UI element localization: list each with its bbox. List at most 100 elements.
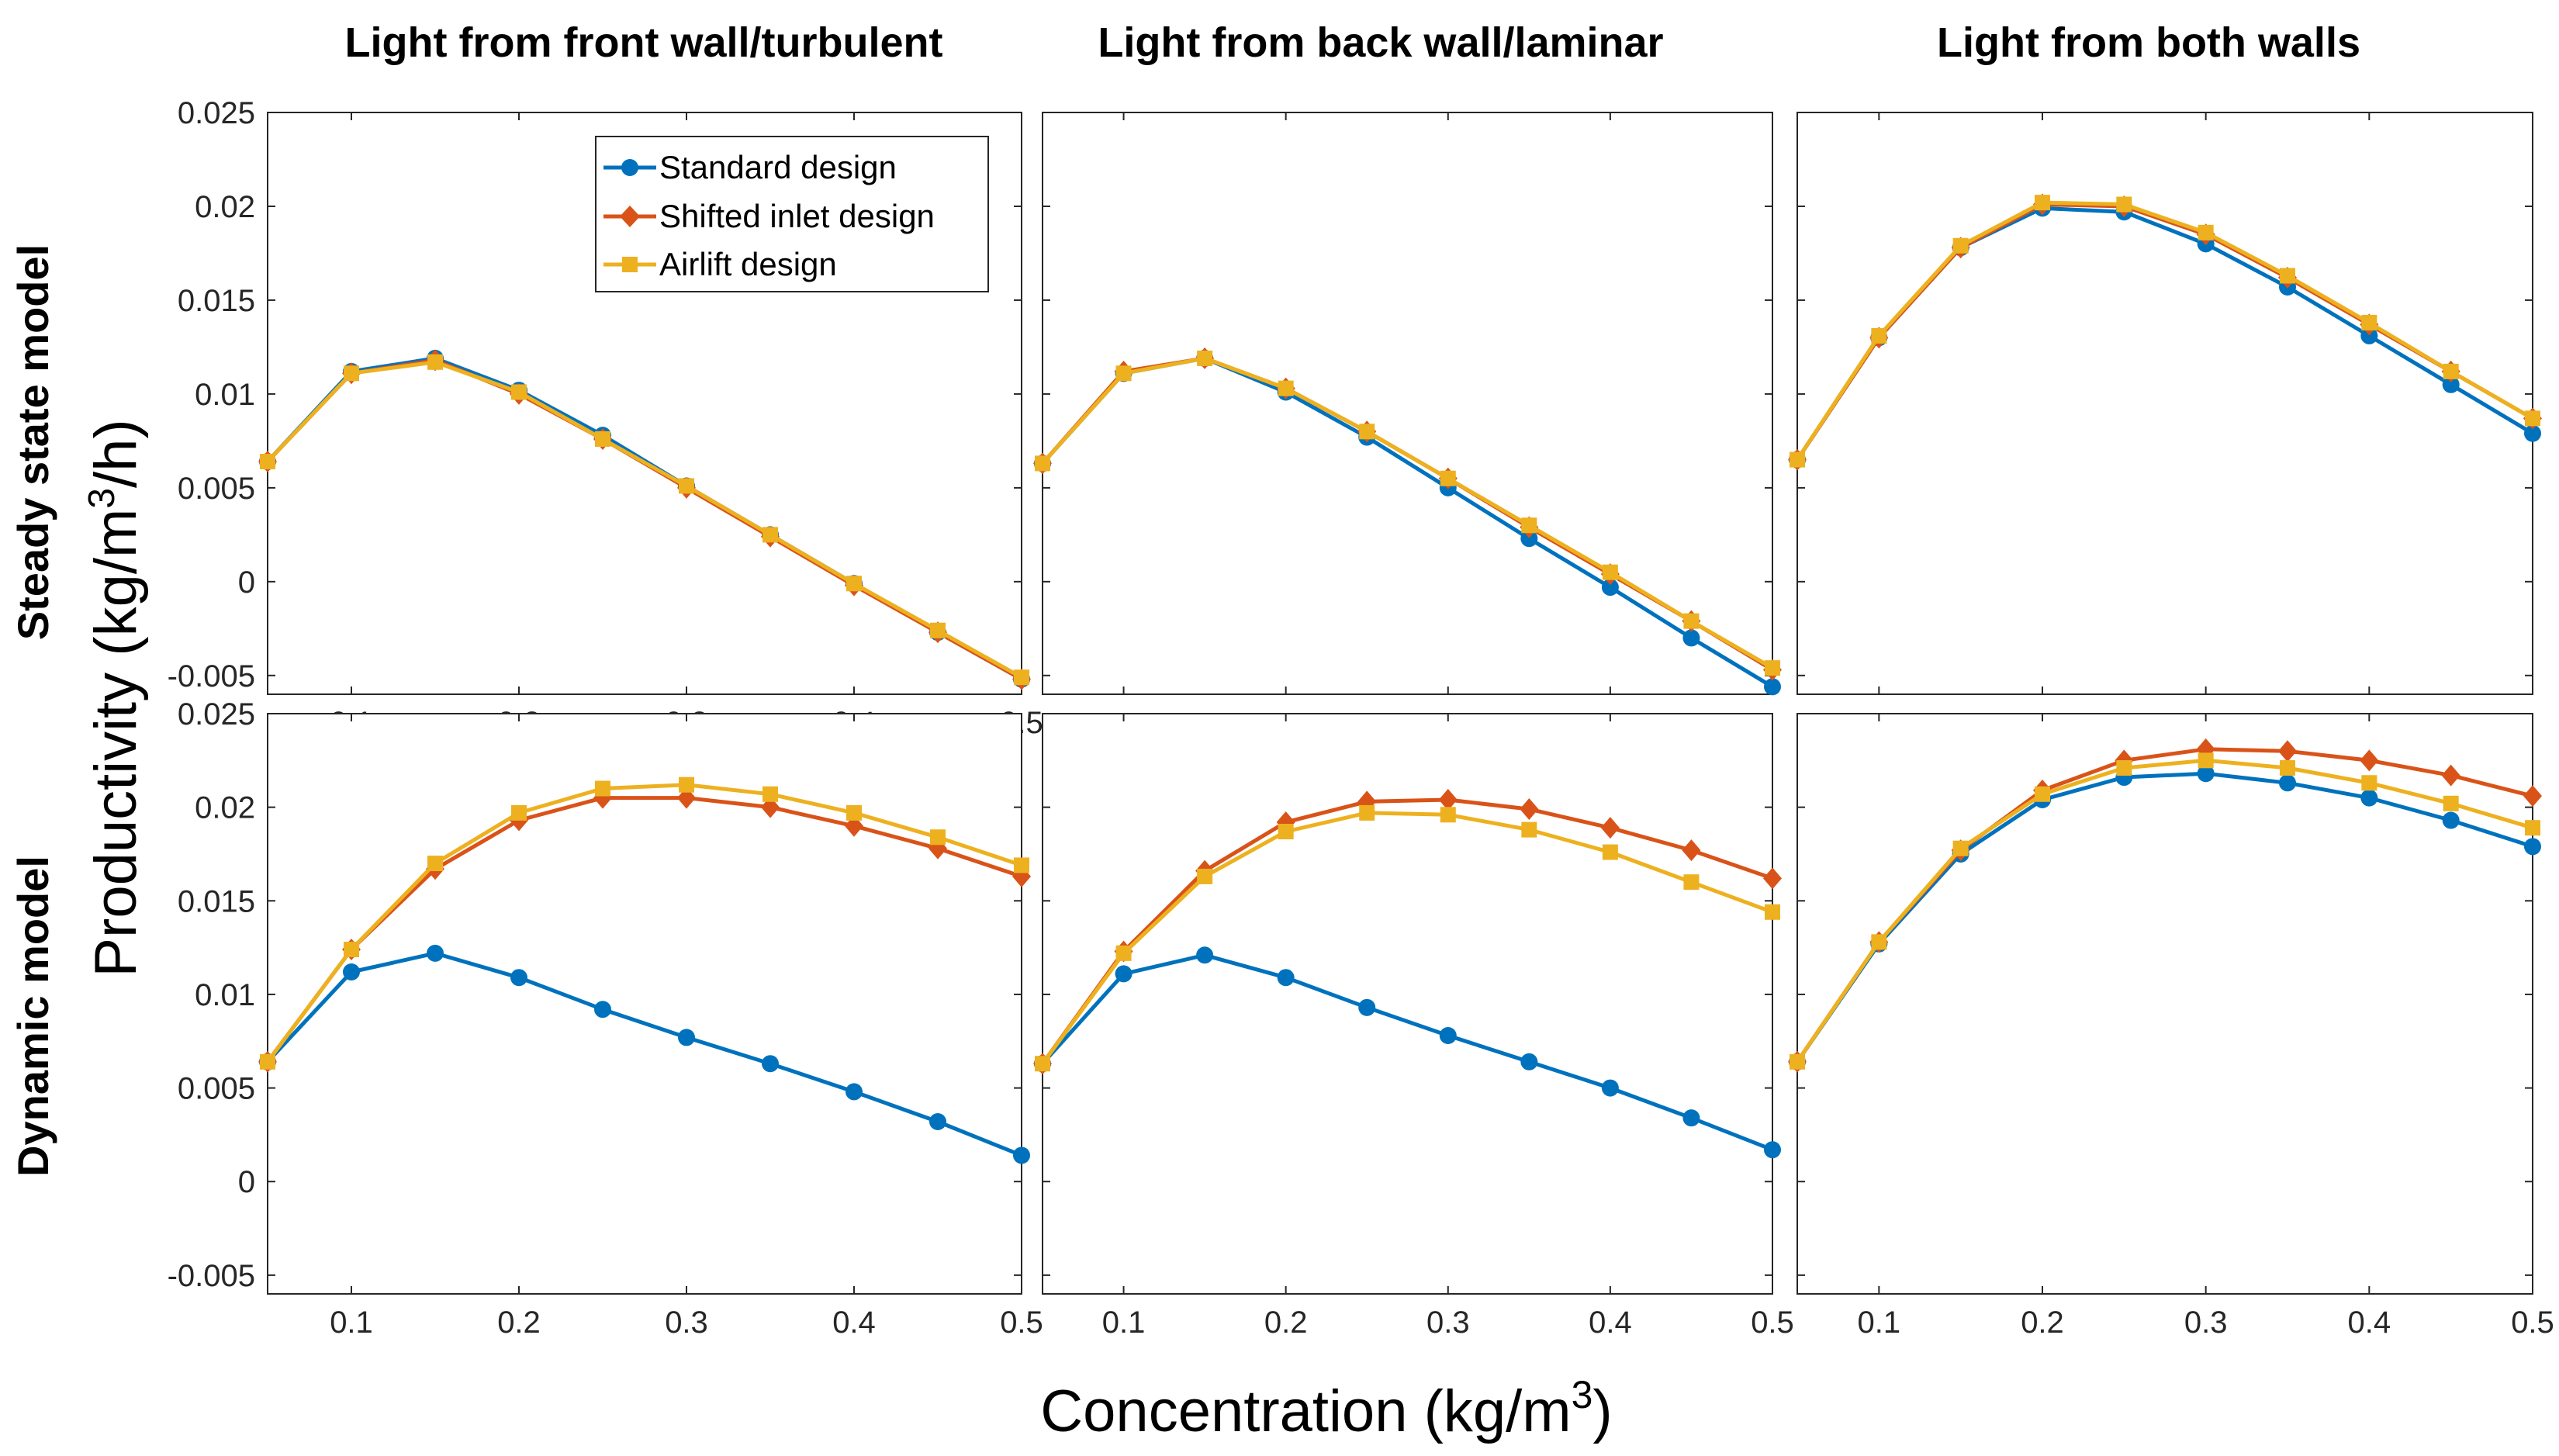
data-point-airlift-design [1115, 945, 1132, 961]
panel-axes-box [1796, 713, 2533, 1295]
x-axis-label-superscript: 3 [1572, 1373, 1593, 1416]
data-point-airlift-design [1359, 804, 1375, 821]
data-point-airlift-design [511, 384, 527, 400]
data-point-standard-design [2442, 375, 2460, 393]
panel-plot-area [258, 776, 1031, 1164]
data-point-airlift-design [427, 856, 443, 872]
data-point-airlift-design [846, 576, 862, 592]
data-point-standard-design [2360, 789, 2378, 807]
legend-label-standard: Standard design [659, 149, 897, 185]
data-point-airlift-design [1602, 564, 1618, 580]
data-point-airlift-design [260, 454, 275, 469]
x-tick-label: 0.3 [665, 1306, 708, 1340]
y-tick-label: 0.01 [195, 978, 255, 1012]
panel-plot-area [1033, 788, 1782, 1159]
data-point-airlift-design [1952, 237, 1969, 254]
data-point-standard-design [2442, 811, 2460, 829]
data-point-standard-design [762, 1055, 779, 1073]
data-point-shifted-inlet-design [1438, 788, 1458, 811]
panel-6: 0.1 0.2 0.3 0.4 0.5 [1788, 713, 2554, 1340]
data-point-standard-design [1682, 629, 1700, 647]
data-point-airlift-design [595, 780, 610, 797]
data-point-standard-design [1115, 965, 1133, 983]
data-point-airlift-design [344, 365, 359, 382]
series-line-airlift-design [265, 783, 1022, 1063]
data-point-shifted-inlet-design [1682, 839, 1701, 862]
x-axis-label-main: Concentration (kg/m [1040, 1378, 1571, 1444]
y-tick-label: 0 [238, 1165, 255, 1199]
data-point-airlift-design [260, 1053, 275, 1070]
data-point-airlift-design [344, 942, 359, 958]
data-point-standard-design [2524, 838, 2541, 856]
series-line-airlift-design [1041, 356, 1774, 670]
data-point-airlift-design [2361, 775, 2377, 791]
data-point-airlift-design [679, 478, 694, 494]
legend-label-airlift: Airlift design [659, 246, 837, 282]
x-tick-label: 0.4 [2348, 1306, 2391, 1340]
panel-2 [1033, 112, 1782, 696]
legend-box [595, 136, 989, 292]
x-axis-label: Concentration (kg/m3) [1040, 1373, 1612, 1444]
data-point-standard-design [1277, 969, 1295, 987]
data-point-airlift-design [763, 786, 778, 802]
data-point-airlift-design [2443, 363, 2459, 379]
data-point-airlift-design [2198, 752, 2214, 769]
data-point-shifted-inlet-design [1520, 798, 1539, 821]
data-point-airlift-design [2116, 196, 2132, 213]
y-axis-label-tail: /h) [83, 419, 149, 488]
data-point-airlift-design [930, 622, 946, 638]
panel-plot-area [1788, 738, 2542, 1073]
data-point-standard-design [427, 944, 444, 962]
x-axis-label-tail: ) [1592, 1378, 1612, 1444]
data-point-airlift-design [2198, 224, 2214, 240]
data-point-airlift-design [1197, 868, 1213, 884]
column-title-both-walls: Light from both walls [1937, 19, 2360, 66]
series-line-standard-design [1041, 953, 1773, 1152]
panel-axes-box [1042, 112, 1773, 695]
x-tick-label: 0.2 [497, 1306, 541, 1340]
panels-group: -0.00500.0050.010.0150.020.0250.10.20.30… [168, 96, 2554, 1340]
data-point-standard-design [1601, 579, 1619, 597]
panel-plot-area [1033, 347, 1782, 696]
y-tick-label: 0.02 [195, 190, 255, 224]
data-point-airlift-design [1521, 821, 1537, 838]
y-axis-label: Productivity (kg/m3/h) [81, 419, 149, 977]
data-point-shifted-inlet-design [1763, 867, 1782, 890]
data-point-airlift-design [763, 527, 778, 543]
series-line-shifted-inlet-design [265, 796, 1022, 1063]
row-label-dynamic: Dynamic model [9, 856, 57, 1177]
y-tick-label: -0.005 [168, 1259, 255, 1293]
data-point-airlift-design [846, 804, 862, 821]
data-point-standard-design [2524, 424, 2541, 442]
panel-5: 0.1 0.2 0.3 0.4 0.5 [1033, 713, 1794, 1340]
row-label-steady-state: Steady state model [9, 244, 57, 640]
data-point-standard-design [929, 1113, 946, 1131]
data-point-standard-design [1358, 998, 1376, 1016]
data-point-standard-design [1013, 1146, 1030, 1164]
y-tick-label: 0.005 [178, 1072, 255, 1106]
x-tick-label: 0.5 [2511, 1306, 2554, 1340]
legend-marker-standard [621, 159, 638, 176]
y-tick-label: 0 [238, 565, 255, 600]
panel-plot-area [258, 349, 1031, 690]
series-line-airlift-design [1040, 811, 1773, 1065]
y-tick-label: 0.015 [178, 884, 255, 918]
x-tick-label: 0.3 [1426, 1306, 1470, 1340]
y-tick-label: 0.02 [195, 791, 255, 825]
data-point-airlift-design [2280, 268, 2295, 284]
data-point-airlift-design [1765, 660, 1780, 676]
data-point-standard-design [1520, 530, 1538, 548]
data-point-airlift-design [1278, 824, 1294, 840]
panel-axes-box [267, 713, 1022, 1295]
data-point-airlift-design [1683, 613, 1700, 629]
x-tick-label: 0.5 [1751, 1306, 1794, 1340]
data-point-airlift-design [2525, 820, 2540, 836]
data-point-standard-design [510, 969, 527, 987]
data-point-standard-design [1764, 678, 1781, 696]
data-point-airlift-design [595, 431, 610, 447]
legend-marker-shifted-inlet [620, 206, 640, 227]
data-point-airlift-design [1197, 350, 1213, 366]
legend: Standard design Shifted inlet design Air… [595, 136, 989, 292]
data-point-airlift-design [2280, 759, 2295, 776]
y-tick-label: 0.01 [195, 378, 255, 412]
